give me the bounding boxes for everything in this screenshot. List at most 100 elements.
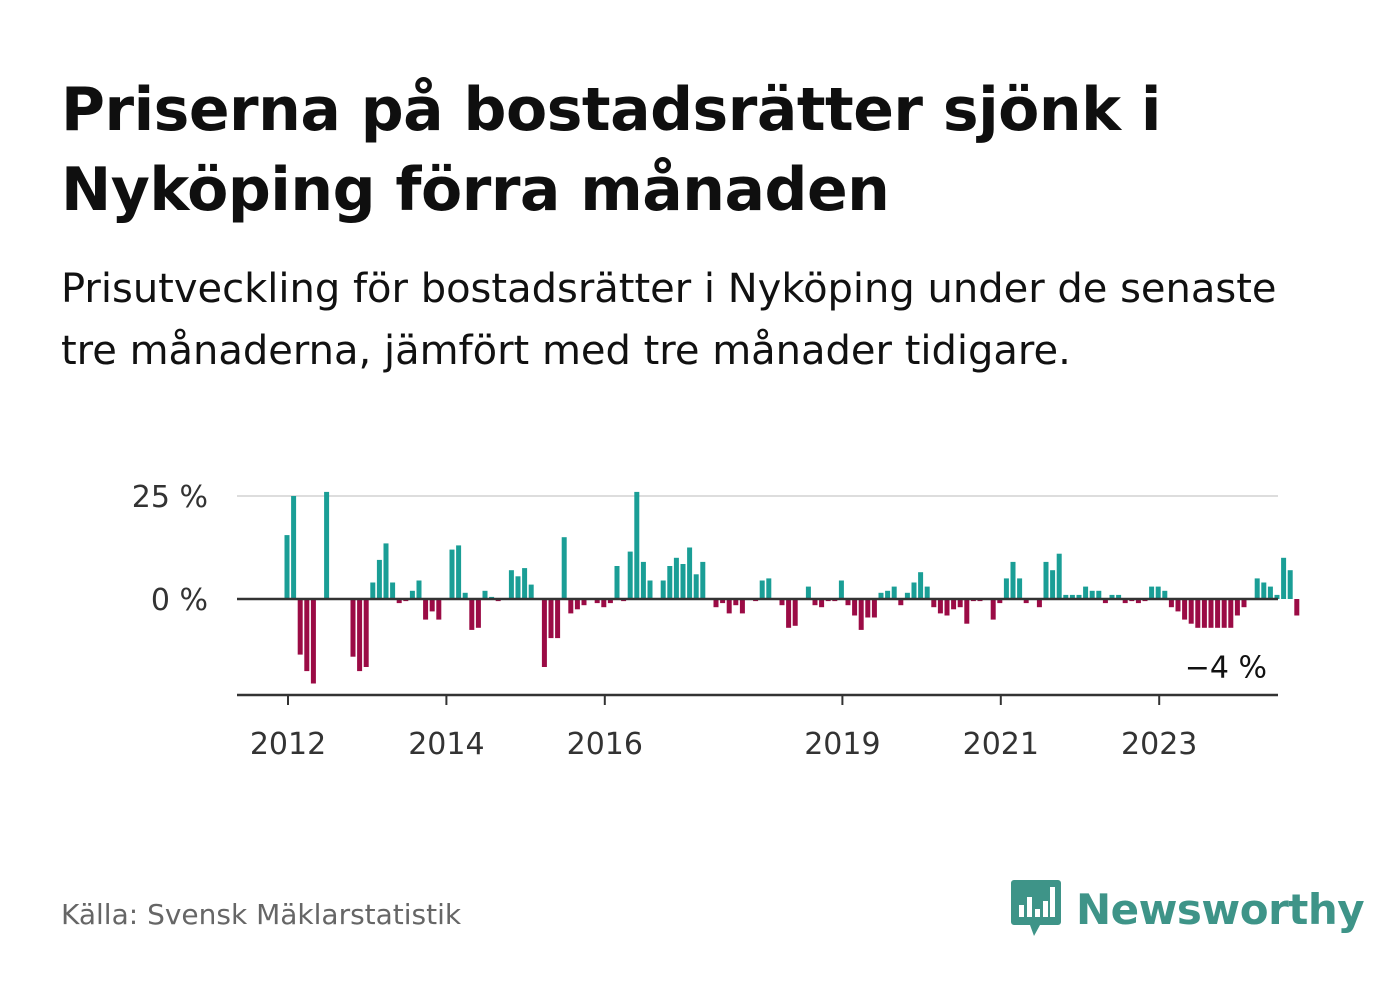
bar [924,586,930,599]
x-tick-label: 2014 [408,727,484,762]
bar [819,599,825,608]
bar [1234,599,1240,616]
bar [555,599,561,639]
bar [1215,599,1221,628]
newsworthy-logo-icon [1011,880,1061,936]
bar-chart: 0 % 25 % 2012 2014 2016 2019 2021 2023 −4 % [132,480,1300,762]
bar [396,599,402,604]
bar [528,584,534,599]
bar [462,592,468,599]
bar [482,590,488,599]
bar [964,599,970,624]
bar [1155,586,1161,599]
bar [640,561,646,599]
bar [1036,599,1042,608]
bar [291,496,297,599]
bar [1274,594,1280,599]
bar [1261,582,1267,599]
bar [700,561,706,599]
bar [383,543,389,599]
bar [858,599,864,630]
bar [1267,586,1273,599]
bar [416,580,422,599]
bar [508,570,514,599]
bar [1221,599,1227,628]
bar [878,592,884,599]
bar [324,491,330,599]
bar [607,599,613,604]
bar [1208,599,1214,628]
bar [1195,599,1201,628]
bar [1069,594,1075,599]
y-axis-labels: 0 % 25 % [132,480,208,618]
bar [838,580,844,599]
bar [1063,594,1069,599]
bar [1023,599,1029,604]
bar [937,599,943,614]
bar [1116,594,1122,599]
newsworthy-logo[interactable]: Newsworthy [1010,878,1365,940]
bar [1050,570,1056,599]
bar [1162,590,1168,599]
bar [561,537,567,599]
bar [436,599,442,620]
bar [898,599,904,606]
bar [904,592,910,599]
bar [865,599,871,618]
bar [739,599,745,614]
bar [1076,594,1082,599]
bar [871,599,877,618]
bar [357,599,363,672]
bar [660,580,666,599]
bar [574,599,580,610]
bar [601,599,607,608]
bar [1201,599,1207,628]
x-tick-label: 2012 [250,727,326,762]
bar [541,599,547,667]
bar [522,568,528,599]
bar [805,586,811,599]
bar [423,599,429,620]
bar [515,576,521,599]
bar [1281,557,1287,599]
chart-subtitle: Prisutveckling för bostadsrätter i Nyköp… [61,266,1277,374]
bar [1175,599,1181,612]
bar [1287,570,1293,599]
bar [614,566,620,599]
bar [918,572,924,599]
bar [1096,590,1102,599]
bar [1017,578,1023,599]
bar [693,574,699,599]
x-axis-ticks: 2012 2014 2016 2019 2021 2023 [250,695,1197,762]
last-value-annotation: −4 % [1185,650,1267,685]
bar [1149,586,1155,599]
bar [1182,599,1188,620]
bar [1294,599,1300,616]
bar [429,599,435,612]
bar [1228,599,1234,628]
bar [1043,561,1049,599]
y-tick-label: 0 % [151,583,208,618]
bar [548,599,554,639]
bar [634,491,640,599]
bar [627,551,633,599]
bar [469,599,475,630]
bar [931,599,937,608]
bar [284,535,290,599]
bars [284,491,1300,684]
bar [1010,561,1016,599]
x-tick-label: 2016 [567,727,643,762]
bar [363,599,369,667]
bar [726,599,732,614]
bar [812,599,818,606]
bar [350,599,356,657]
x-tick-label: 2019 [804,727,880,762]
chart-title: Priserna på bostadsrätter sjönk i Nyköpi… [61,75,1161,225]
bar [957,599,963,608]
bar [720,599,726,604]
bar [1135,599,1141,604]
bar [911,582,917,599]
source-label: Källa: Svensk Mäklarstatistik [61,898,462,931]
bar [944,599,950,616]
bar [409,590,415,599]
